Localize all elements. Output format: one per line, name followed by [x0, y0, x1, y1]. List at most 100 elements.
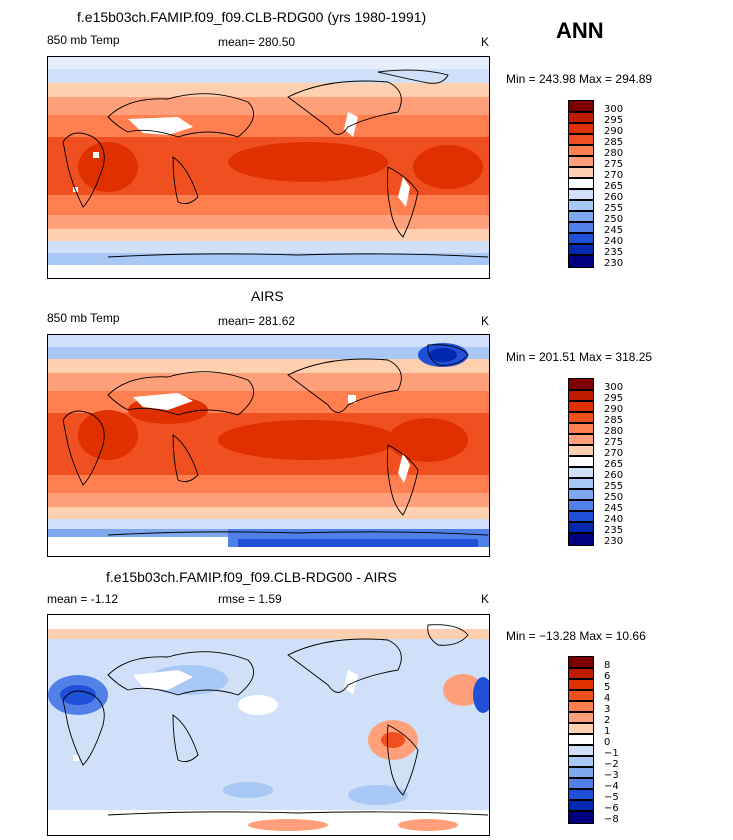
panel2-legend-label: 270	[604, 448, 624, 459]
panel1-legend-label: 295	[604, 115, 624, 126]
panel1-legend-label: 285	[604, 137, 624, 148]
panel2-legend-swatch	[568, 478, 594, 489]
panel2-legend-label: 280	[604, 426, 624, 437]
panel1-legend-swatch	[568, 189, 594, 200]
season-label: ANN	[556, 18, 604, 43]
panel2-legend-label: 265	[604, 459, 624, 470]
panel2-legend-label: 300	[604, 382, 624, 393]
panel3-legend-label: −3	[604, 770, 619, 781]
panel3-legend-label: −4	[604, 781, 619, 792]
panel2-minmax: Min = 201.51 Max = 318.25	[506, 350, 653, 364]
panel1-legend-label: 260	[604, 192, 624, 203]
panel2-unit: K	[481, 314, 490, 328]
panel1-minmax: Min = 243.98 Max = 294.89	[506, 72, 653, 86]
panel3-legend-swatch	[568, 800, 594, 811]
panel1-legend-label: 275	[604, 159, 624, 170]
panel1-legend-label: 280	[604, 148, 624, 159]
panel3-legend-label: 3	[604, 704, 611, 715]
panel1-legend-label: 270	[604, 170, 624, 181]
panel1-legend-swatch	[568, 134, 594, 145]
panel2-variable: 850 mb Temp	[47, 311, 120, 325]
panel3-legend-swatch	[568, 668, 594, 679]
panel1-legend-label: 290	[604, 126, 624, 137]
panel2-legend-swatch	[568, 456, 594, 467]
panel1-legend-swatch	[568, 211, 594, 222]
panel2-legend-swatch	[568, 489, 594, 500]
panel2-legend-label: 245	[604, 503, 624, 514]
panel1-legend-swatch	[568, 222, 594, 233]
panel3-legend-label: 8	[604, 660, 611, 671]
panel2-map	[47, 334, 490, 557]
panel2-legend-swatch	[568, 423, 594, 434]
panel1-legend-swatch	[568, 233, 594, 244]
panel1-legend-label: 265	[604, 181, 624, 192]
panel1-legend-label: 255	[604, 203, 624, 214]
panel2-legend-swatch	[568, 511, 594, 522]
panel1-legend-swatch	[568, 244, 594, 255]
panel1-legend-label: 235	[604, 247, 624, 258]
panel2-legend-label: 285	[604, 415, 624, 426]
panel1-legend-label: 245	[604, 225, 624, 236]
panel3-legend-label: −1	[604, 748, 619, 759]
panel3-legend-swatch	[568, 767, 594, 778]
panel1-legend-swatch	[568, 200, 594, 211]
panel2-legend-label: 240	[604, 514, 624, 525]
panel3-mean: mean = -1.12	[47, 592, 119, 606]
panel3-legend-label: −8	[604, 814, 619, 825]
panel2-legend-label: 275	[604, 437, 624, 448]
panel3-legend-swatch	[568, 745, 594, 756]
panel3-legend-swatch	[568, 789, 594, 800]
panel3-legend-label: 0	[604, 737, 611, 748]
panel3-legend-swatch	[568, 679, 594, 690]
panel2-mean: mean= 281.62	[218, 314, 296, 328]
panel3-legend-label: −5	[604, 792, 619, 803]
panel2-legend-swatch	[568, 500, 594, 511]
panel3-minmax: Min = −13.28 Max = 10.66	[506, 629, 646, 643]
panel2-legend-label: 295	[604, 393, 624, 404]
panel1-map	[47, 56, 490, 279]
panel1-legend-swatch	[568, 255, 594, 268]
panel2-legend-swatch	[568, 445, 594, 456]
panel3-legend-label: 1	[604, 726, 611, 737]
panel3-legend-swatch	[568, 701, 594, 712]
panel1-legend-swatch	[568, 100, 594, 112]
panel1-legend-swatch	[568, 145, 594, 156]
panel2-legend-label: 260	[604, 470, 624, 481]
panel1-legend-label: 230	[604, 258, 624, 269]
panel1-legend-label: 240	[604, 236, 624, 247]
panel2-legend-swatch	[568, 434, 594, 445]
panel3-legend-swatch	[568, 712, 594, 723]
panel1-variable: 850 mb Temp	[47, 33, 120, 47]
panel2-legend-label: 235	[604, 525, 624, 536]
panel3-legend-label: 2	[604, 715, 611, 726]
panel3-legend-swatch	[568, 811, 594, 824]
panel2-legend-swatch	[568, 522, 594, 533]
panel1-title: f.e15b03ch.FAMIP.f09_f09.CLB-RDG00 (yrs …	[77, 9, 427, 25]
panel1-legend-swatch	[568, 112, 594, 123]
panel2-legend-label: 255	[604, 481, 624, 492]
panel3-legend-swatch	[568, 778, 594, 789]
panel2-legend-swatch	[568, 378, 594, 390]
panel3-legend-swatch	[568, 734, 594, 745]
panel3-legend-label: −6	[604, 803, 619, 814]
panel3-legend-swatch	[568, 690, 594, 701]
panel3-legend-label: −2	[604, 759, 619, 770]
panel1-mean: mean= 280.50	[218, 35, 296, 49]
panel3-legend-swatch	[568, 656, 594, 668]
panel3-map-field	[48, 615, 489, 835]
panel2-legend-label: 250	[604, 492, 624, 503]
panel2-legend-swatch	[568, 533, 594, 546]
panel3-legend-label: 6	[604, 671, 611, 682]
panel2-title: AIRS	[251, 288, 284, 304]
panel2-legend-swatch	[568, 412, 594, 423]
panel3-map	[47, 614, 490, 836]
panel1-map-field	[48, 57, 489, 278]
panel3-rmse: rmse = 1.59	[218, 592, 282, 606]
panel3-title: f.e15b03ch.FAMIP.f09_f09.CLB-RDG00 - AIR…	[106, 569, 397, 585]
panel2-legend-label: 230	[604, 536, 624, 547]
panel3-unit: K	[481, 592, 490, 606]
panel2-legend-swatch	[568, 390, 594, 401]
panel1-legend-swatch	[568, 156, 594, 167]
panel3-legend-swatch	[568, 723, 594, 734]
panel2-legend-swatch	[568, 401, 594, 412]
